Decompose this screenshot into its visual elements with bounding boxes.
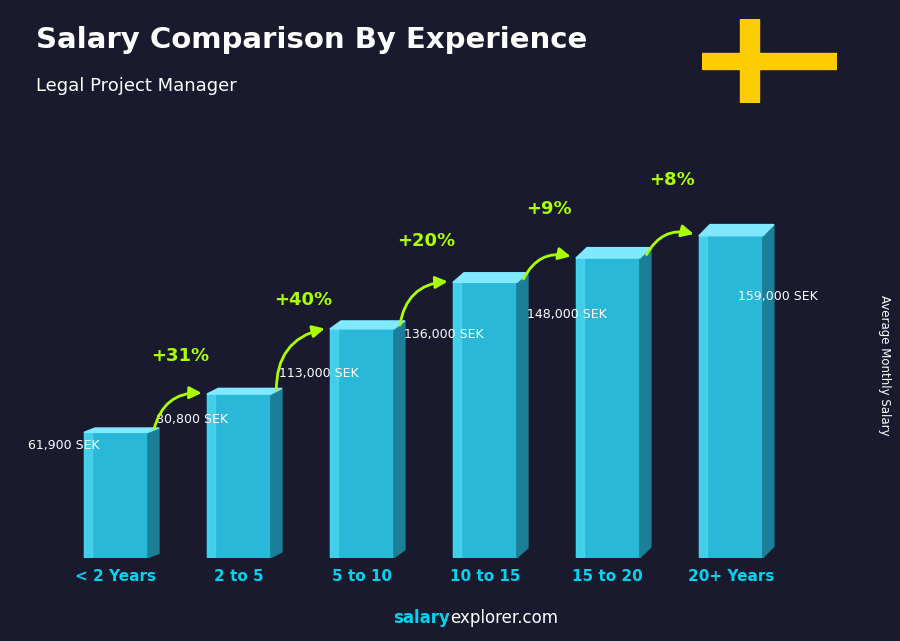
Bar bbox=[453, 283, 517, 558]
Text: 113,000 SEK: 113,000 SEK bbox=[279, 367, 359, 379]
Bar bbox=[207, 394, 215, 558]
Bar bbox=[453, 283, 461, 558]
Text: Legal Project Manager: Legal Project Manager bbox=[36, 77, 237, 95]
Text: +40%: +40% bbox=[274, 290, 332, 309]
Polygon shape bbox=[148, 428, 159, 558]
Polygon shape bbox=[207, 388, 282, 394]
Text: 136,000 SEK: 136,000 SEK bbox=[404, 328, 484, 341]
Polygon shape bbox=[453, 272, 528, 283]
Text: explorer.com: explorer.com bbox=[450, 609, 558, 627]
Text: 80,800 SEK: 80,800 SEK bbox=[157, 413, 229, 426]
Text: +8%: +8% bbox=[649, 171, 695, 189]
Bar bbox=[207, 394, 271, 558]
Polygon shape bbox=[763, 224, 774, 558]
Polygon shape bbox=[699, 224, 774, 236]
Text: +31%: +31% bbox=[151, 347, 210, 365]
Bar bbox=[84, 433, 148, 558]
Text: 61,900 SEK: 61,900 SEK bbox=[29, 440, 100, 453]
Bar bbox=[576, 258, 640, 558]
Polygon shape bbox=[84, 428, 159, 433]
Text: 159,000 SEK: 159,000 SEK bbox=[738, 290, 817, 303]
Bar bbox=[702, 53, 837, 69]
Bar bbox=[330, 329, 394, 558]
Bar bbox=[330, 329, 338, 558]
Text: salary: salary bbox=[393, 609, 450, 627]
Text: Salary Comparison By Experience: Salary Comparison By Experience bbox=[36, 26, 587, 54]
Bar bbox=[699, 236, 707, 558]
Text: Average Monthly Salary: Average Monthly Salary bbox=[878, 295, 890, 436]
Text: 148,000 SEK: 148,000 SEK bbox=[527, 308, 608, 321]
Polygon shape bbox=[640, 247, 651, 558]
Polygon shape bbox=[517, 272, 528, 558]
Bar bbox=[576, 258, 584, 558]
Bar bbox=[740, 19, 759, 103]
Text: +20%: +20% bbox=[397, 232, 455, 250]
Bar bbox=[699, 236, 763, 558]
Text: +9%: +9% bbox=[526, 199, 572, 217]
Polygon shape bbox=[271, 388, 282, 558]
Bar bbox=[84, 433, 93, 558]
Polygon shape bbox=[576, 247, 651, 258]
Polygon shape bbox=[330, 321, 405, 329]
Polygon shape bbox=[394, 321, 405, 558]
